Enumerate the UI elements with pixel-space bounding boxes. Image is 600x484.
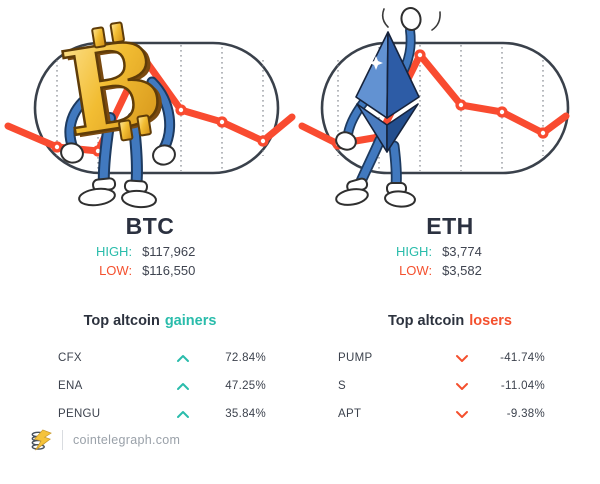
btc-trend-chart-illustration: B B <box>4 12 296 209</box>
eth-high-value: $3,774 <box>442 244 482 259</box>
table-row: CFX 72.84% <box>0 344 300 372</box>
chevron-down-icon <box>456 382 468 390</box>
btc-symbol-label: BTC <box>125 213 175 239</box>
coin-name: ENA <box>58 380 83 392</box>
cointelegraph-logo-icon <box>31 429 52 451</box>
eth-symbol-label: ETH <box>426 213 474 239</box>
gainers-title: Top altcoin gainers <box>0 312 300 330</box>
chevron-down-icon <box>456 354 468 362</box>
eth-high-label: HIGH: <box>395 244 433 259</box>
coin-change: 35.84% <box>225 408 266 420</box>
coin-change: -9.38% <box>506 408 545 420</box>
btc-high-label: HIGH: <box>95 244 133 259</box>
gainers-section: Top altcoin gainers CFX 72.84% ENA 47.25… <box>0 297 300 428</box>
gainers-title-highlight: gainers <box>164 312 217 329</box>
coin-change: -11.04% <box>500 380 545 392</box>
coin-change: 47.25% <box>225 380 266 392</box>
svg-text:B: B <box>53 14 171 164</box>
coin-panels-row: B B BTC HIGH: $117,962 LOW: $1 <box>0 0 600 277</box>
coin-change: -41.74% <box>500 352 545 364</box>
losers-section: Top altcoin losers PUMP -41.74% S -11.04… <box>300 297 600 428</box>
eth-mascot-icon <box>335 7 441 208</box>
btc-chart-pill <box>33 41 280 175</box>
wave-motion-lines <box>381 8 441 31</box>
sparkle-icon <box>369 56 383 70</box>
losers-title-prefix: Top altcoin <box>388 312 465 329</box>
eth-trend-chart-illustration <box>298 7 570 208</box>
eth-low-value: $3,582 <box>442 263 482 278</box>
coin-name: PENGU <box>58 408 101 420</box>
coin-name: CFX <box>58 352 82 364</box>
btc-high-low-table: HIGH: $117,962 LOW: $116,550 <box>96 245 204 277</box>
table-row: PENGU 35.84% <box>0 400 300 428</box>
table-row: APT -9.38% <box>300 400 600 428</box>
chevron-up-icon <box>177 382 189 390</box>
losers-title-highlight: losers <box>469 312 512 329</box>
altcoin-tables-row: Top altcoin gainers CFX 72.84% ENA 47.25… <box>0 297 600 428</box>
eth-low-label: LOW: <box>399 263 433 278</box>
btc-low-value: $116,550 <box>142 263 196 278</box>
losers-rows: PUMP -41.74% S -11.04% APT -9.38% <box>300 344 600 428</box>
footer: cointelegraph.com <box>30 428 180 452</box>
table-row: ENA 47.25% <box>0 372 300 400</box>
ethereum-symbol-icon <box>355 31 420 153</box>
btc-low-label: LOW: <box>99 263 133 278</box>
bitcoin-symbol-icon: B B <box>52 12 176 165</box>
losers-title: Top altcoin losers <box>300 312 600 330</box>
table-row: PUMP -41.74% <box>300 344 600 372</box>
chevron-up-icon <box>177 410 189 418</box>
eth-panel: ETH HIGH: $3,774 LOW: $3,582 <box>298 0 600 277</box>
gainers-rows: CFX 72.84% ENA 47.25% PENGU 35.84% <box>0 344 300 428</box>
coin-name: S <box>338 380 346 392</box>
eth-high-low-table: HIGH: $3,774 LOW: $3,582 <box>396 245 504 277</box>
footer-divider <box>62 430 63 450</box>
footer-site-label: cointelegraph.com <box>73 433 181 447</box>
gainers-title-prefix: Top altcoin <box>83 312 160 329</box>
btc-high-value: $117,962 <box>142 244 196 259</box>
coin-change: 72.84% <box>225 352 266 364</box>
chevron-up-icon <box>177 354 189 362</box>
btc-mascot-icon: B B <box>52 12 176 209</box>
coin-name: PUMP <box>338 352 373 364</box>
coin-name: APT <box>338 408 362 420</box>
table-row: S -11.04% <box>300 372 600 400</box>
chevron-down-icon <box>456 410 468 418</box>
btc-panel: B B BTC HIGH: $117,962 LOW: $1 <box>0 0 300 277</box>
